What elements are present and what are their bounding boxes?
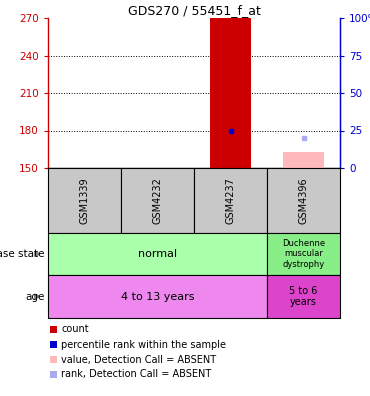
Text: GSM4232: GSM4232 [152,177,162,224]
Text: GSM4396: GSM4396 [299,177,309,224]
Bar [283,152,324,168]
Text: GSM4237: GSM4237 [225,177,235,224]
Text: count: count [61,324,89,335]
Text: rank, Detection Call = ABSENT: rank, Detection Call = ABSENT [61,369,211,379]
Text: disease state: disease state [0,249,44,259]
Bar [211,18,250,168]
Text: GSM1339: GSM1339 [80,177,90,224]
Text: age: age [25,291,44,301]
Text: value, Detection Call = ABSENT: value, Detection Call = ABSENT [61,354,216,364]
Text: 4 to 13 years: 4 to 13 years [121,291,194,301]
Title: GDS270 / 55451_f_at: GDS270 / 55451_f_at [128,4,260,17]
Text: percentile rank within the sample: percentile rank within the sample [61,339,226,350]
Text: Duchenne
muscular
dystrophy: Duchenne muscular dystrophy [282,239,325,269]
Text: normal: normal [138,249,177,259]
Text: 5 to 6
years: 5 to 6 years [289,286,318,307]
